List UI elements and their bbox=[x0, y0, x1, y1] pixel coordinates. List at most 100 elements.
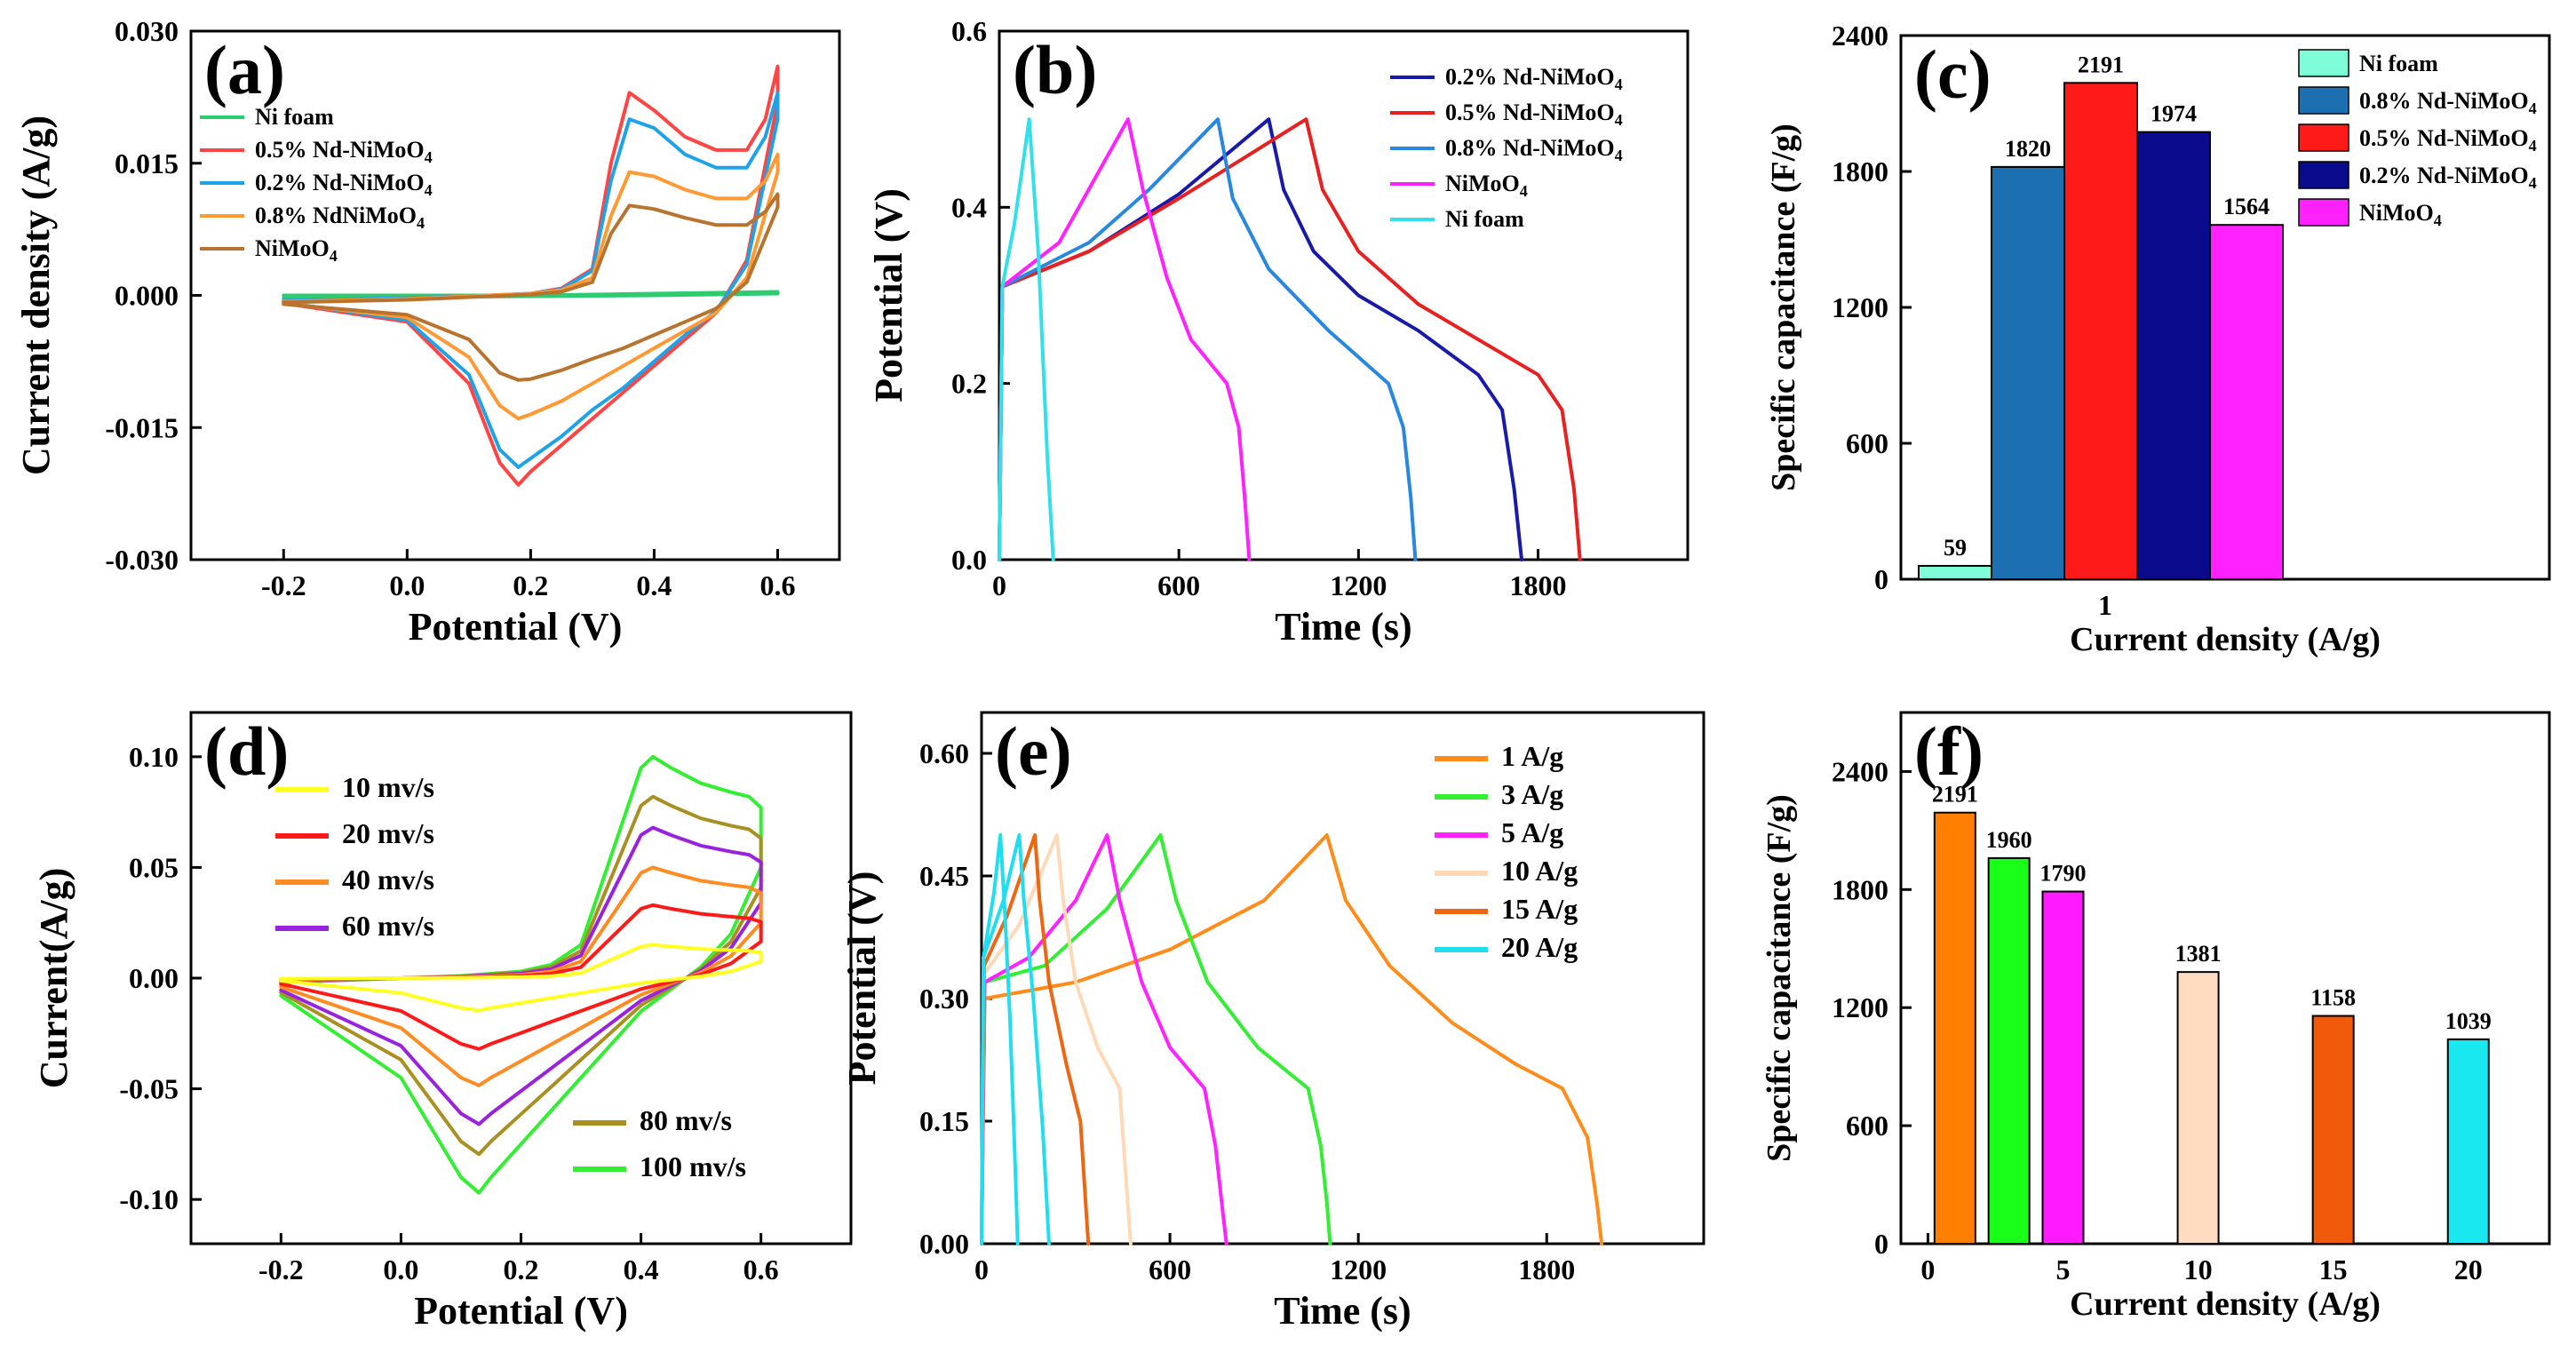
bar bbox=[1987, 856, 2031, 1245]
x-tick-label: 20 bbox=[2454, 1254, 2483, 1285]
cv-scan-curve bbox=[279, 825, 763, 1126]
x-tick-label: 0.4 bbox=[624, 1254, 659, 1285]
legend-swatch bbox=[2298, 86, 2349, 115]
bar-value-label: 59 bbox=[1944, 535, 1967, 561]
legend-label: NiMoO4 bbox=[2359, 200, 2442, 229]
y-tick-label: -0.10 bbox=[119, 1183, 179, 1215]
x-tick-label: 0 bbox=[974, 1254, 989, 1285]
bar bbox=[2311, 1015, 2355, 1245]
legend-label: 0.8% Nd-NiMoO4 bbox=[2359, 88, 2537, 117]
gcd-curve bbox=[998, 117, 1523, 561]
y-axis-title: Potential (V) bbox=[867, 188, 910, 402]
x-tick-label: 0.2 bbox=[504, 1254, 539, 1285]
panel-e: 0.00 0.15 0.30 0.45 0.60 0 600 1200 1800 Time (s)… bbox=[840, 711, 1705, 1333]
legend-label: 0.5% Nd-NiMoO4 bbox=[2359, 125, 2537, 155]
y-tick-label: -0.030 bbox=[105, 544, 179, 576]
bar-value-label: 1960 bbox=[1986, 827, 2032, 853]
y-tick-label: -0.015 bbox=[105, 411, 179, 443]
panel-label: (c) bbox=[1914, 36, 1992, 113]
x-tick-label: 1 bbox=[2098, 589, 2112, 621]
legend-label: 1 A/g bbox=[1501, 740, 1563, 772]
gcd-rate-curve bbox=[980, 833, 1332, 1246]
panel-label: (d) bbox=[204, 712, 289, 790]
bar-value-label: 1564 bbox=[2223, 194, 2270, 219]
y-axis-title: Current density (A/g) bbox=[14, 115, 58, 475]
legend-label: 3 A/g bbox=[1501, 778, 1563, 810]
x-tick-label: -0.2 bbox=[258, 1254, 304, 1285]
bar-value-label: 1381 bbox=[2175, 941, 2222, 967]
axis-frame bbox=[1899, 711, 2551, 1246]
bar bbox=[2446, 1038, 2490, 1245]
bar-value-label: 1158 bbox=[2310, 985, 2356, 1011]
panel-d: -0.10 -0.05 0.00 0.05 0.10 -0.2 0.0 0.2 0.4 0.6 Po… bbox=[32, 711, 853, 1333]
y-tick-label: 0.015 bbox=[115, 147, 179, 179]
y-tick-label: 600 bbox=[1846, 427, 1888, 459]
gcd-curve bbox=[998, 117, 1418, 561]
y-tick-label: 0.05 bbox=[129, 851, 179, 883]
y-tick-label: 600 bbox=[1846, 1110, 1888, 1142]
bar bbox=[1918, 564, 1992, 581]
bar-value-label: 1974 bbox=[2151, 101, 2197, 127]
y-tick-label: 1800 bbox=[1832, 155, 1888, 187]
panel-label: (f) bbox=[1914, 712, 1984, 790]
legend-label: 0.2% Nd-NiMoO4 bbox=[2359, 163, 2537, 192]
x-axis-title: Time (s) bbox=[1275, 605, 1411, 649]
legend-label: 40 mv/s bbox=[342, 864, 434, 895]
x-tick-label: 0.6 bbox=[743, 1254, 779, 1285]
x-axis-title: Time (s) bbox=[1274, 1289, 1411, 1333]
bar bbox=[2209, 224, 2284, 580]
x-axis-title: Current density (A/g) bbox=[2070, 1285, 2381, 1323]
x-tick-label: 600 bbox=[1157, 569, 1200, 601]
cv-curve bbox=[282, 91, 780, 469]
y-tick-label: 0.6 bbox=[951, 15, 987, 47]
x-tick-label: 0.4 bbox=[636, 569, 672, 601]
x-tick-label: 0.0 bbox=[389, 569, 425, 601]
y-tick-label: -0.05 bbox=[119, 1073, 179, 1105]
x-tick-label: 0.6 bbox=[759, 569, 795, 601]
cv-curve bbox=[282, 192, 780, 382]
bar-value-label: 2191 bbox=[1932, 782, 1978, 808]
legend-label: NiMoO4 bbox=[1445, 171, 1528, 200]
x-tick-label: 1800 bbox=[1518, 1254, 1575, 1285]
legend-label: NiMoO4 bbox=[255, 235, 338, 265]
y-tick-label: 1200 bbox=[1832, 991, 1888, 1023]
gcd-curve bbox=[998, 117, 1582, 561]
x-tick-label: 0.0 bbox=[383, 1254, 418, 1285]
y-tick-label: 1800 bbox=[1832, 873, 1888, 905]
legend-label: 0.5% Nd-NiMoO4 bbox=[255, 137, 433, 166]
y-tick-label: 0.60 bbox=[919, 737, 969, 769]
bar bbox=[2176, 971, 2220, 1245]
legend-label: Ni foam bbox=[2359, 51, 2438, 76]
legend-label: Ni foam bbox=[255, 104, 334, 130]
gcd-rate-curve bbox=[980, 833, 1091, 1246]
x-tick-label: 0 bbox=[1920, 1254, 1935, 1285]
gcd-curve bbox=[998, 117, 1252, 561]
legend-label: 0.2% Nd-NiMoO4 bbox=[255, 170, 433, 199]
legend-label: 10 A/g bbox=[1501, 855, 1578, 887]
bar-value-label: 1790 bbox=[2040, 861, 2087, 887]
legend-label: 0.8% Nd-NiMoO4 bbox=[1445, 135, 1623, 164]
y-axis-title: Specific capacitance (F/g) bbox=[1765, 123, 1802, 491]
x-axis-title: Potential (V) bbox=[414, 1289, 628, 1333]
x-tick-label: 1200 bbox=[1330, 1254, 1387, 1285]
cv-scan-curve bbox=[279, 865, 763, 1087]
panel-label: (a) bbox=[204, 31, 285, 108]
legend-swatch bbox=[2298, 123, 2349, 152]
y-tick-label: 0.4 bbox=[951, 191, 987, 223]
x-tick-label: 0.2 bbox=[513, 569, 548, 601]
bar bbox=[2136, 131, 2211, 580]
x-tick-label: 1200 bbox=[1330, 569, 1387, 601]
y-tick-label: 0.00 bbox=[129, 962, 179, 994]
legend-label: 100 mv/s bbox=[640, 1150, 746, 1182]
cv-scan-curve bbox=[279, 943, 763, 1013]
y-axis-title: Current(A/g) bbox=[32, 868, 76, 1088]
x-tick-label: -0.2 bbox=[261, 569, 306, 601]
y-tick-label: 0.2 bbox=[951, 368, 987, 400]
gcd-rate-curve bbox=[980, 833, 1133, 1246]
legend-label: 0.8% NdNiMoO4 bbox=[255, 203, 425, 232]
y-tick-label: 0.0 bbox=[951, 544, 987, 576]
y-tick-label: 0 bbox=[1874, 563, 1888, 595]
legend-label: 0.2% Nd-NiMoO4 bbox=[1445, 64, 1623, 93]
y-tick-label: 0.45 bbox=[919, 860, 969, 892]
